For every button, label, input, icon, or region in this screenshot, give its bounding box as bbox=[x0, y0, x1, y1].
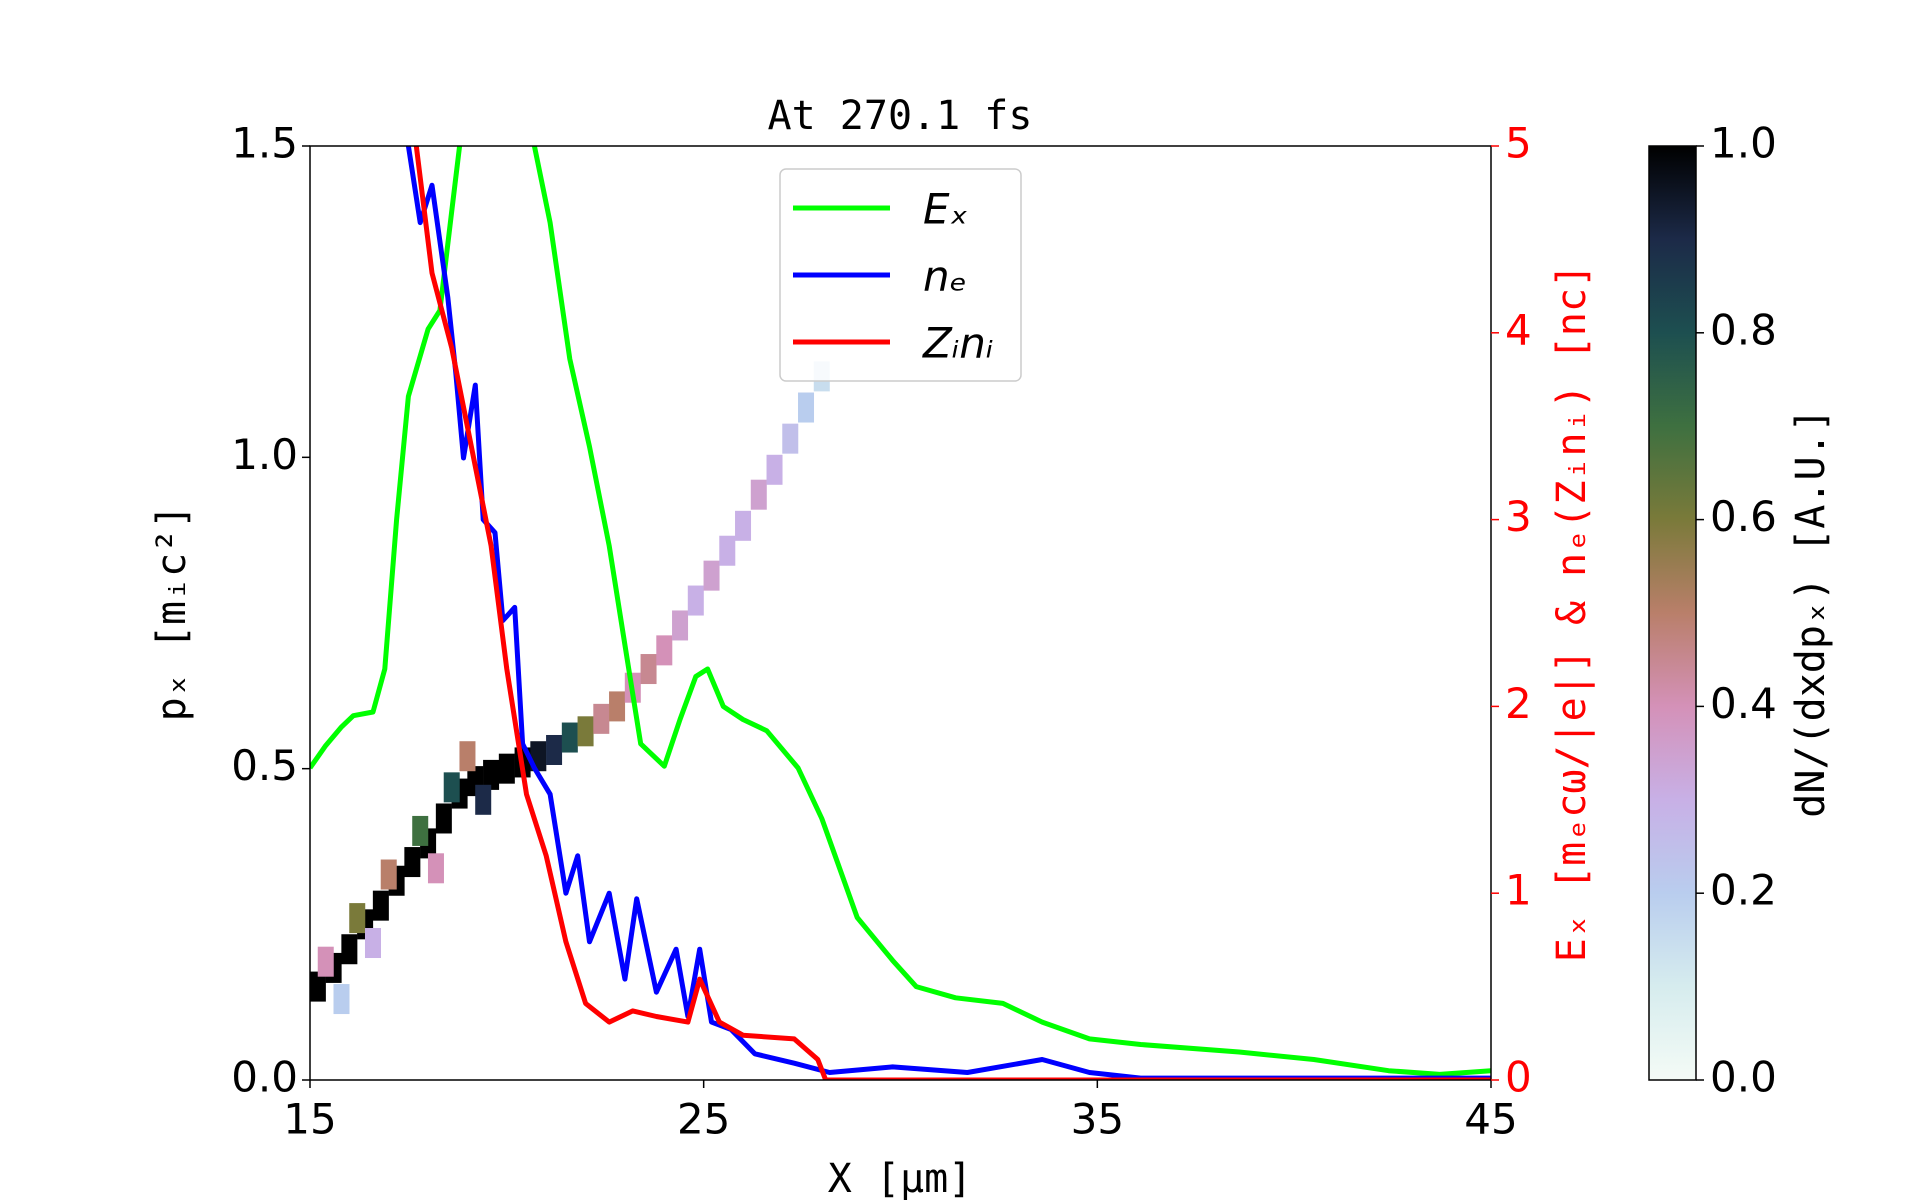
heatmap bbox=[310, 361, 830, 1015]
chart-title: At 270.1 fs bbox=[768, 93, 1033, 139]
colorbar bbox=[1648, 145, 1697, 1081]
x-tick-label: 15 bbox=[283, 1095, 336, 1144]
heatmap-cell bbox=[443, 772, 460, 803]
heatmap-cell bbox=[782, 423, 799, 454]
x-tick-label: 45 bbox=[1464, 1095, 1517, 1144]
x-tick-label: 25 bbox=[677, 1095, 730, 1144]
heatmap-cell bbox=[593, 703, 610, 734]
x-tick-label: 35 bbox=[1071, 1095, 1124, 1144]
heatmap-cell bbox=[475, 784, 492, 815]
y-tick-label: 1.5 bbox=[231, 119, 298, 168]
heatmap-cell bbox=[719, 535, 736, 566]
heatmap-cell bbox=[703, 560, 720, 591]
colorbar-tick-label: 0.4 bbox=[1710, 679, 1777, 728]
heatmap-cell bbox=[372, 890, 389, 921]
colorbar-tick-label: 0.0 bbox=[1710, 1053, 1777, 1102]
colorbar-label: dN/(dxdpₓ) [A.U.] bbox=[1788, 408, 1834, 817]
legend-label: Eₓ bbox=[923, 185, 968, 234]
heatmap-cell bbox=[459, 741, 476, 772]
y-tick-label: 1.0 bbox=[231, 430, 298, 479]
heatmap-cell bbox=[687, 585, 704, 616]
heatmap-cell bbox=[561, 722, 578, 753]
heatmap-cell bbox=[333, 984, 350, 1015]
colorbar-tick-label: 0.6 bbox=[1710, 492, 1777, 541]
colorbar-tick-label: 0.8 bbox=[1710, 305, 1777, 354]
heatmap-cell bbox=[483, 759, 500, 790]
legend-label: Zᵢnᵢ bbox=[922, 319, 993, 368]
heatmap-cell bbox=[317, 946, 334, 977]
lines bbox=[310, 146, 1491, 1080]
y-axis-label: pₓ [mᵢc²] bbox=[149, 505, 195, 722]
heatmap-cell bbox=[609, 691, 626, 722]
series-line bbox=[405, 146, 1491, 1080]
y-tick-label: 0.5 bbox=[231, 741, 298, 790]
heatmap-cell bbox=[640, 654, 657, 685]
colorbar-tick-label: 1.0 bbox=[1710, 119, 1777, 168]
y2-tick-label: 3 bbox=[1505, 492, 1532, 541]
y2-tick-label: 5 bbox=[1505, 119, 1532, 168]
heatmap-cell bbox=[427, 853, 444, 884]
heatmap-cell bbox=[766, 454, 783, 485]
heatmap-cell bbox=[577, 716, 594, 747]
legend-label: nₑ bbox=[923, 252, 967, 301]
axes: 15 25 35 450.00.51.01.5012345EₓnₑZᵢnᵢ0.00.2… bbox=[231, 119, 1777, 1144]
y-tick-label: 0.0 bbox=[231, 1053, 298, 1102]
colorbar-tick-label: 0.2 bbox=[1710, 866, 1777, 915]
y2-tick-label: 2 bbox=[1505, 679, 1532, 728]
heatmap-cell bbox=[498, 753, 515, 784]
heatmap-cell bbox=[546, 734, 563, 765]
x-axis-label: X [μm] bbox=[828, 1156, 973, 1200]
heatmap-cell bbox=[341, 934, 358, 965]
heatmap-cell bbox=[412, 815, 429, 846]
heatmap-cell bbox=[656, 635, 673, 666]
series-line bbox=[310, 146, 1491, 1077]
heatmap-cell bbox=[672, 610, 689, 641]
y2-tick-label: 1 bbox=[1505, 866, 1532, 915]
heatmap-cell bbox=[735, 510, 752, 541]
y2-tick-label: 4 bbox=[1505, 305, 1532, 354]
heatmap-cell bbox=[435, 803, 452, 834]
heatmap-cell bbox=[364, 928, 381, 959]
heatmap-cell bbox=[349, 903, 366, 934]
y2-axis-label: Eₓ [mₑcω/|e|] & nₑ(Zᵢnᵢ) [nc] bbox=[1549, 264, 1595, 962]
heatmap-cell bbox=[404, 847, 421, 878]
heatmap-cell bbox=[798, 392, 815, 423]
heatmap-cell bbox=[750, 479, 767, 510]
heatmap-cell bbox=[380, 859, 397, 890]
legend-box bbox=[779, 168, 1022, 382]
series-line bbox=[413, 146, 1491, 1080]
plot-frame bbox=[309, 145, 1492, 1081]
y2-tick-label: 0 bbox=[1505, 1053, 1532, 1102]
heatmap-cell bbox=[310, 971, 326, 1002]
